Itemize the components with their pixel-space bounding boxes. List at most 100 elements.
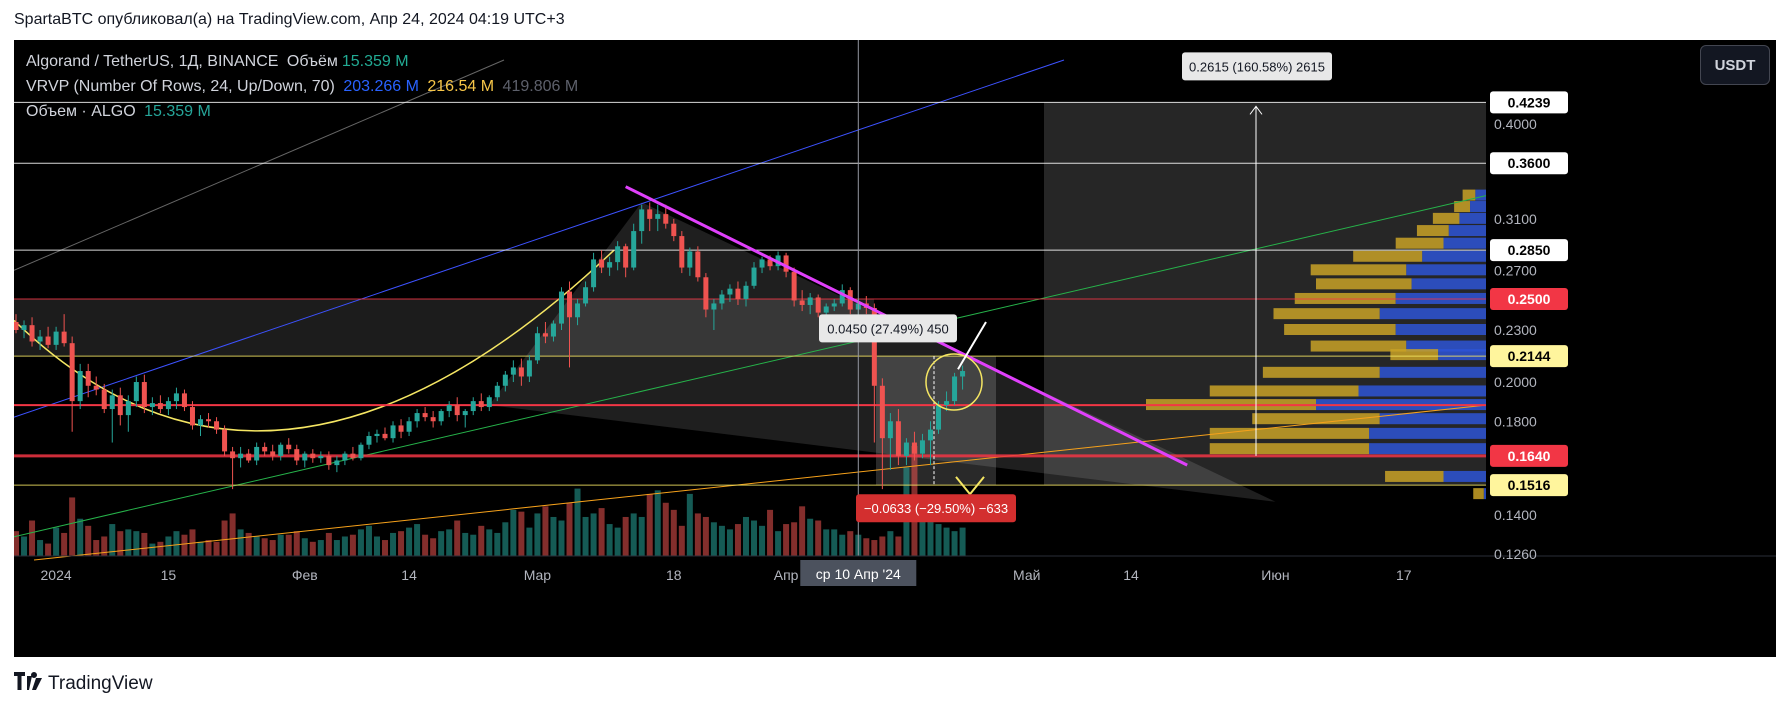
volume-profile-up-bar (1379, 366, 1486, 378)
volume-profile-down-bar (1209, 385, 1359, 397)
volume-bar (45, 543, 52, 556)
candle-body (270, 451, 276, 456)
price-tick-label: 0.2000 (1494, 374, 1537, 390)
price-level-label: 0.3600 (1508, 155, 1551, 171)
candle-body (799, 300, 805, 305)
price-level-label: 0.2850 (1508, 242, 1551, 258)
time-tick-label: Апр (774, 567, 799, 583)
volume-bar (863, 538, 870, 556)
volume-profile-up-bar (1406, 264, 1486, 276)
candle-body (14, 321, 19, 330)
legend-volume-value: 15.359 M (341, 53, 409, 70)
candle-body (599, 259, 605, 268)
candle-body (254, 446, 260, 461)
price-level-label: 0.2500 (1508, 291, 1551, 307)
candle-body (751, 267, 757, 286)
volume-bar (654, 490, 661, 556)
volume-bar (85, 525, 92, 556)
candle-body (230, 451, 236, 459)
candle-body (486, 397, 492, 408)
volume-bar (783, 524, 790, 556)
volume-bar (269, 540, 276, 556)
candle-body (647, 209, 653, 219)
volume-profile-down-bar (1353, 250, 1423, 262)
volume-bar (775, 531, 782, 556)
measure-annotation-label: 0.2615 (160.58%) 2615 (1189, 59, 1325, 74)
volume-bar (726, 529, 733, 556)
triangle-pattern (489, 202, 1276, 502)
candle-body (759, 259, 765, 268)
candle-body (470, 401, 476, 412)
publisher-header: SpartaBTC опубликовал(а) на TradingView.… (14, 11, 565, 28)
tradingview-logo[interactable]: TradingView (14, 672, 153, 696)
volume-bar (357, 529, 364, 556)
volume-bar (534, 513, 541, 556)
volume-bar (181, 534, 188, 556)
currency-button[interactable]: USDT (1700, 45, 1770, 85)
candle-body (206, 419, 212, 422)
price-level-box (1490, 345, 1568, 368)
candle-body (310, 453, 316, 459)
price-chart[interactable]: 0.4000 0.3100 0.2700 0.2300 0.2000 0.1800 0.14… (14, 40, 1776, 657)
candle-body (831, 303, 837, 307)
candle-body (847, 290, 853, 310)
volume-bar (759, 525, 766, 556)
candle-body (141, 382, 147, 408)
candle-body (767, 259, 773, 267)
chart-frame[interactable]: 0.4000 0.3100 0.2700 0.2300 0.2000 0.1800 0.14… (14, 40, 1776, 657)
candle-body (936, 405, 942, 430)
legend-volume-algo-label[interactable]: Объем · ALGO (26, 103, 136, 120)
legend-vrvp-up: 203.266 M (343, 78, 419, 95)
volume-bar (253, 536, 260, 556)
candle-body (414, 413, 420, 422)
candle-body (655, 214, 661, 219)
price-level-box (1490, 287, 1568, 310)
candle-body (222, 429, 228, 452)
volume-profile-up-bar (1379, 308, 1486, 320)
consolidation-zone (14, 298, 874, 357)
volume-profile-up-bar (1443, 237, 1486, 249)
volume-profile-down-bar (1416, 225, 1449, 237)
candle-body (960, 371, 966, 377)
tradingview-logo-icon (14, 672, 42, 696)
volume-bar (799, 506, 806, 556)
volume-bar (93, 540, 100, 556)
volume-profile-down-bar (1310, 264, 1407, 276)
volume-bar (109, 524, 116, 556)
price-level-label: 0.2144 (1508, 348, 1551, 364)
candle-body (85, 371, 91, 386)
candle-body (695, 251, 701, 278)
volume-profile-down-bar (1209, 443, 1370, 455)
candle-body (454, 405, 460, 416)
candle-body (703, 277, 709, 310)
candle-body (21, 325, 27, 330)
legend-vrvp-label[interactable]: VRVP (Number Of Rows, 24, Up/Down, 70) (26, 78, 335, 95)
volume-bar (277, 534, 284, 556)
volume-bar (734, 524, 741, 556)
candle-body (390, 425, 396, 439)
price-tick-label: 0.1400 (1494, 507, 1537, 523)
legend-symbol[interactable]: Algorand / TetherUS, 1Д, BINANCE (26, 53, 279, 70)
candle-body (879, 385, 885, 439)
volume-bar (919, 495, 926, 556)
volume-bar (630, 513, 637, 556)
legend-vrvp-row: VRVP (Number Of Rows, 24, Up/Down, 70) 2… (26, 78, 582, 96)
volume-bar (943, 527, 950, 556)
volume-bar (173, 531, 180, 556)
price-level-box (1490, 152, 1568, 175)
volume-profile-up-bar (1443, 470, 1486, 482)
candle-body (198, 419, 204, 426)
volume-bar (373, 536, 380, 556)
volume-bar (823, 529, 830, 556)
price-tick-label: 0.2300 (1494, 322, 1537, 338)
volume-profile-down-bar (1385, 470, 1444, 482)
candle-body (903, 442, 909, 456)
volume-bar (839, 534, 846, 556)
volume-profile-up-bar (1448, 225, 1486, 237)
volume-profile-down-bar (1316, 278, 1412, 290)
candle-body (952, 376, 958, 402)
candle-body (679, 236, 685, 268)
volume-profile-down-bar (1310, 340, 1407, 352)
volume-bar (349, 534, 356, 556)
crosshair-date-label: ср 10 Апр '24 (816, 566, 901, 582)
